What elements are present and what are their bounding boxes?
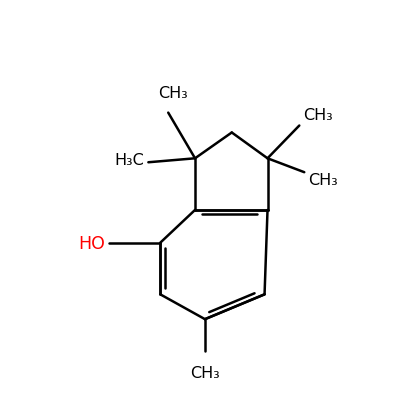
Text: H₃C: H₃C (115, 153, 144, 168)
Text: CH₃: CH₃ (190, 366, 220, 381)
Text: CH₃: CH₃ (308, 173, 338, 188)
Text: HO: HO (78, 235, 105, 253)
Text: CH₃: CH₃ (303, 108, 333, 123)
Text: CH₃: CH₃ (158, 86, 188, 101)
